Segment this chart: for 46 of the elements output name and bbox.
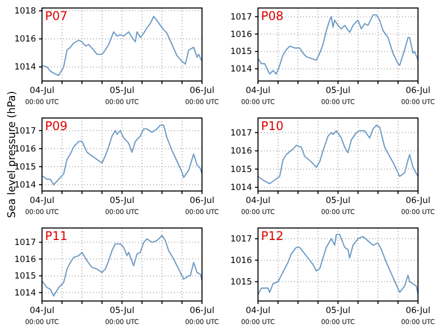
- x-tick-label: 04-Jul 00:00 UTC: [241, 196, 276, 216]
- x-tick-label: 05-Jul 00:00 UTC: [321, 86, 356, 106]
- y-tick-label: 1015: [230, 164, 252, 175]
- y-tick-label: 1017: [230, 128, 252, 138]
- y-tick-label: 1014: [14, 180, 36, 190]
- chart-title: P11: [45, 229, 68, 243]
- chart-title: P10: [261, 119, 284, 133]
- x-tick-label: 04-Jul 00:00 UTC: [241, 86, 276, 106]
- x-tick-label: 05-Jul 00:00 UTC: [105, 86, 140, 106]
- x-tick-label: 06-Jul 00:00 UTC: [185, 306, 220, 326]
- y-tick-label: 1016: [230, 30, 252, 40]
- y-tick-label: 1017: [230, 234, 252, 244]
- x-tick-label: 06-Jul 00:00 UTC: [185, 196, 220, 216]
- y-tick-label: 1017: [14, 126, 36, 136]
- x-tick-label: 06-Jul 00:00 UTC: [401, 306, 435, 326]
- y-tick-label: 1015: [14, 162, 36, 172]
- x-tick-label: 06-Jul 00:00 UTC: [185, 86, 220, 106]
- y-tick-label: 1015: [14, 272, 36, 282]
- y-tick-label: 1016: [230, 256, 252, 266]
- x-tick-label: 06-Jul 00:00 UTC: [401, 196, 435, 216]
- chart-title: P07: [45, 9, 68, 23]
- x-tick-label: 05-Jul 00:00 UTC: [321, 306, 356, 326]
- chart-title: P09: [45, 119, 68, 133]
- y-tick-label: 1016: [14, 144, 36, 154]
- x-tick-label: 06-Jul 00:00 UTC: [401, 86, 435, 106]
- y-tick-label: 1017: [230, 12, 252, 22]
- y-tick-label: 1016: [230, 146, 252, 157]
- x-tick-label: 04-Jul 00:00 UTC: [241, 306, 276, 326]
- x-tick-label: 05-Jul 00:00 UTC: [105, 196, 140, 216]
- x-tick-label: 05-Jul 00:00 UTC: [105, 306, 140, 326]
- y-tick-label: 1017: [14, 238, 36, 248]
- y-tick-label: 1018: [14, 6, 36, 17]
- y-tick-label: 1014: [230, 183, 252, 194]
- chart-title: P08: [261, 9, 284, 23]
- y-tick-label: 1014: [14, 62, 36, 73]
- y-tick-label: 1014: [14, 288, 36, 298]
- chart-title: P12: [261, 229, 284, 243]
- y-tick-label: 1016: [14, 34, 36, 45]
- y-tick-label: 1014: [230, 64, 252, 75]
- y-tick-label: 1016: [14, 254, 36, 265]
- y-tick-label: 1015: [230, 277, 252, 288]
- x-tick-label: 05-Jul 00:00 UTC: [321, 196, 356, 216]
- x-tick-label: 04-Jul 00:00 UTC: [25, 86, 60, 106]
- x-tick-label: 04-Jul 00:00 UTC: [25, 196, 60, 216]
- y-tick-label: 1015: [230, 47, 252, 58]
- x-tick-label: 04-Jul 00:00 UTC: [25, 306, 60, 326]
